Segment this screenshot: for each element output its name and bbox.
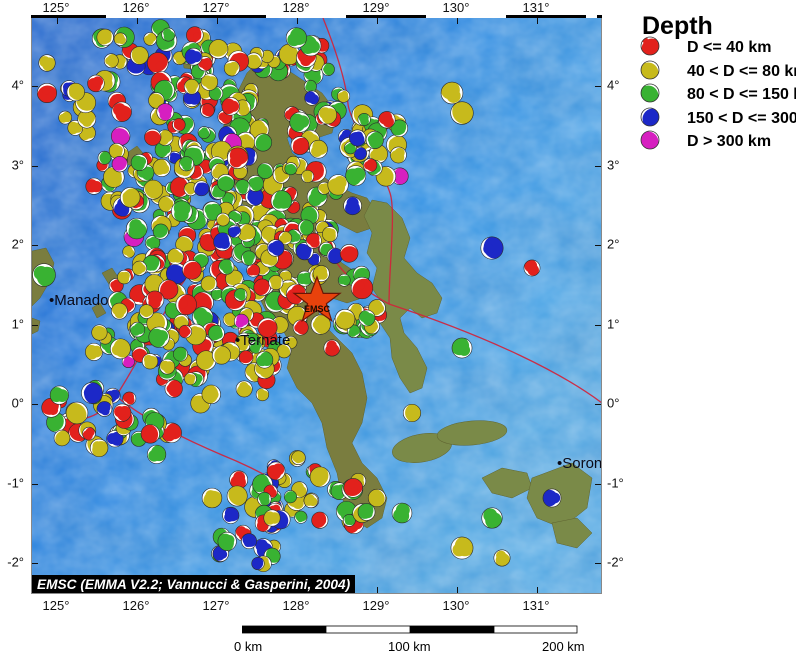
svg-text:EMSC: EMSC <box>304 304 331 314</box>
